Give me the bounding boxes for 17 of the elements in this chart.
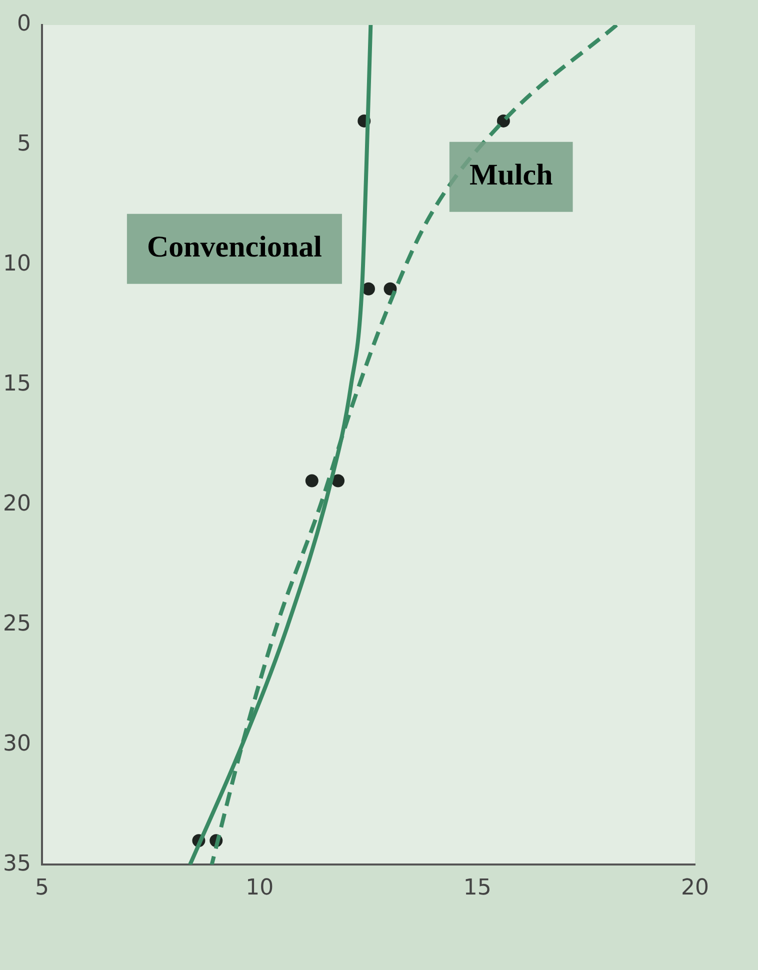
x-tick-label: 5 bbox=[34, 876, 49, 901]
y-tick-label: 10 bbox=[2, 252, 31, 277]
series-label: Mulch bbox=[469, 158, 554, 192]
series-label: Convencional bbox=[146, 230, 322, 264]
x-tick-label: 10 bbox=[246, 876, 274, 901]
y-tick-label: 15 bbox=[2, 372, 31, 397]
y-tick-label: 5 bbox=[16, 132, 31, 157]
point bbox=[332, 474, 345, 488]
x-tick-label: 15 bbox=[463, 876, 492, 901]
y-tick-label: 20 bbox=[2, 491, 31, 516]
y-tick-label: 35 bbox=[2, 851, 31, 876]
y-tick-label: 30 bbox=[2, 731, 31, 756]
x-tick-label: 20 bbox=[681, 876, 709, 901]
point bbox=[305, 474, 318, 488]
point bbox=[362, 282, 375, 296]
y-tick-label: 25 bbox=[2, 611, 31, 636]
y-tick-label: 0 bbox=[16, 12, 31, 37]
